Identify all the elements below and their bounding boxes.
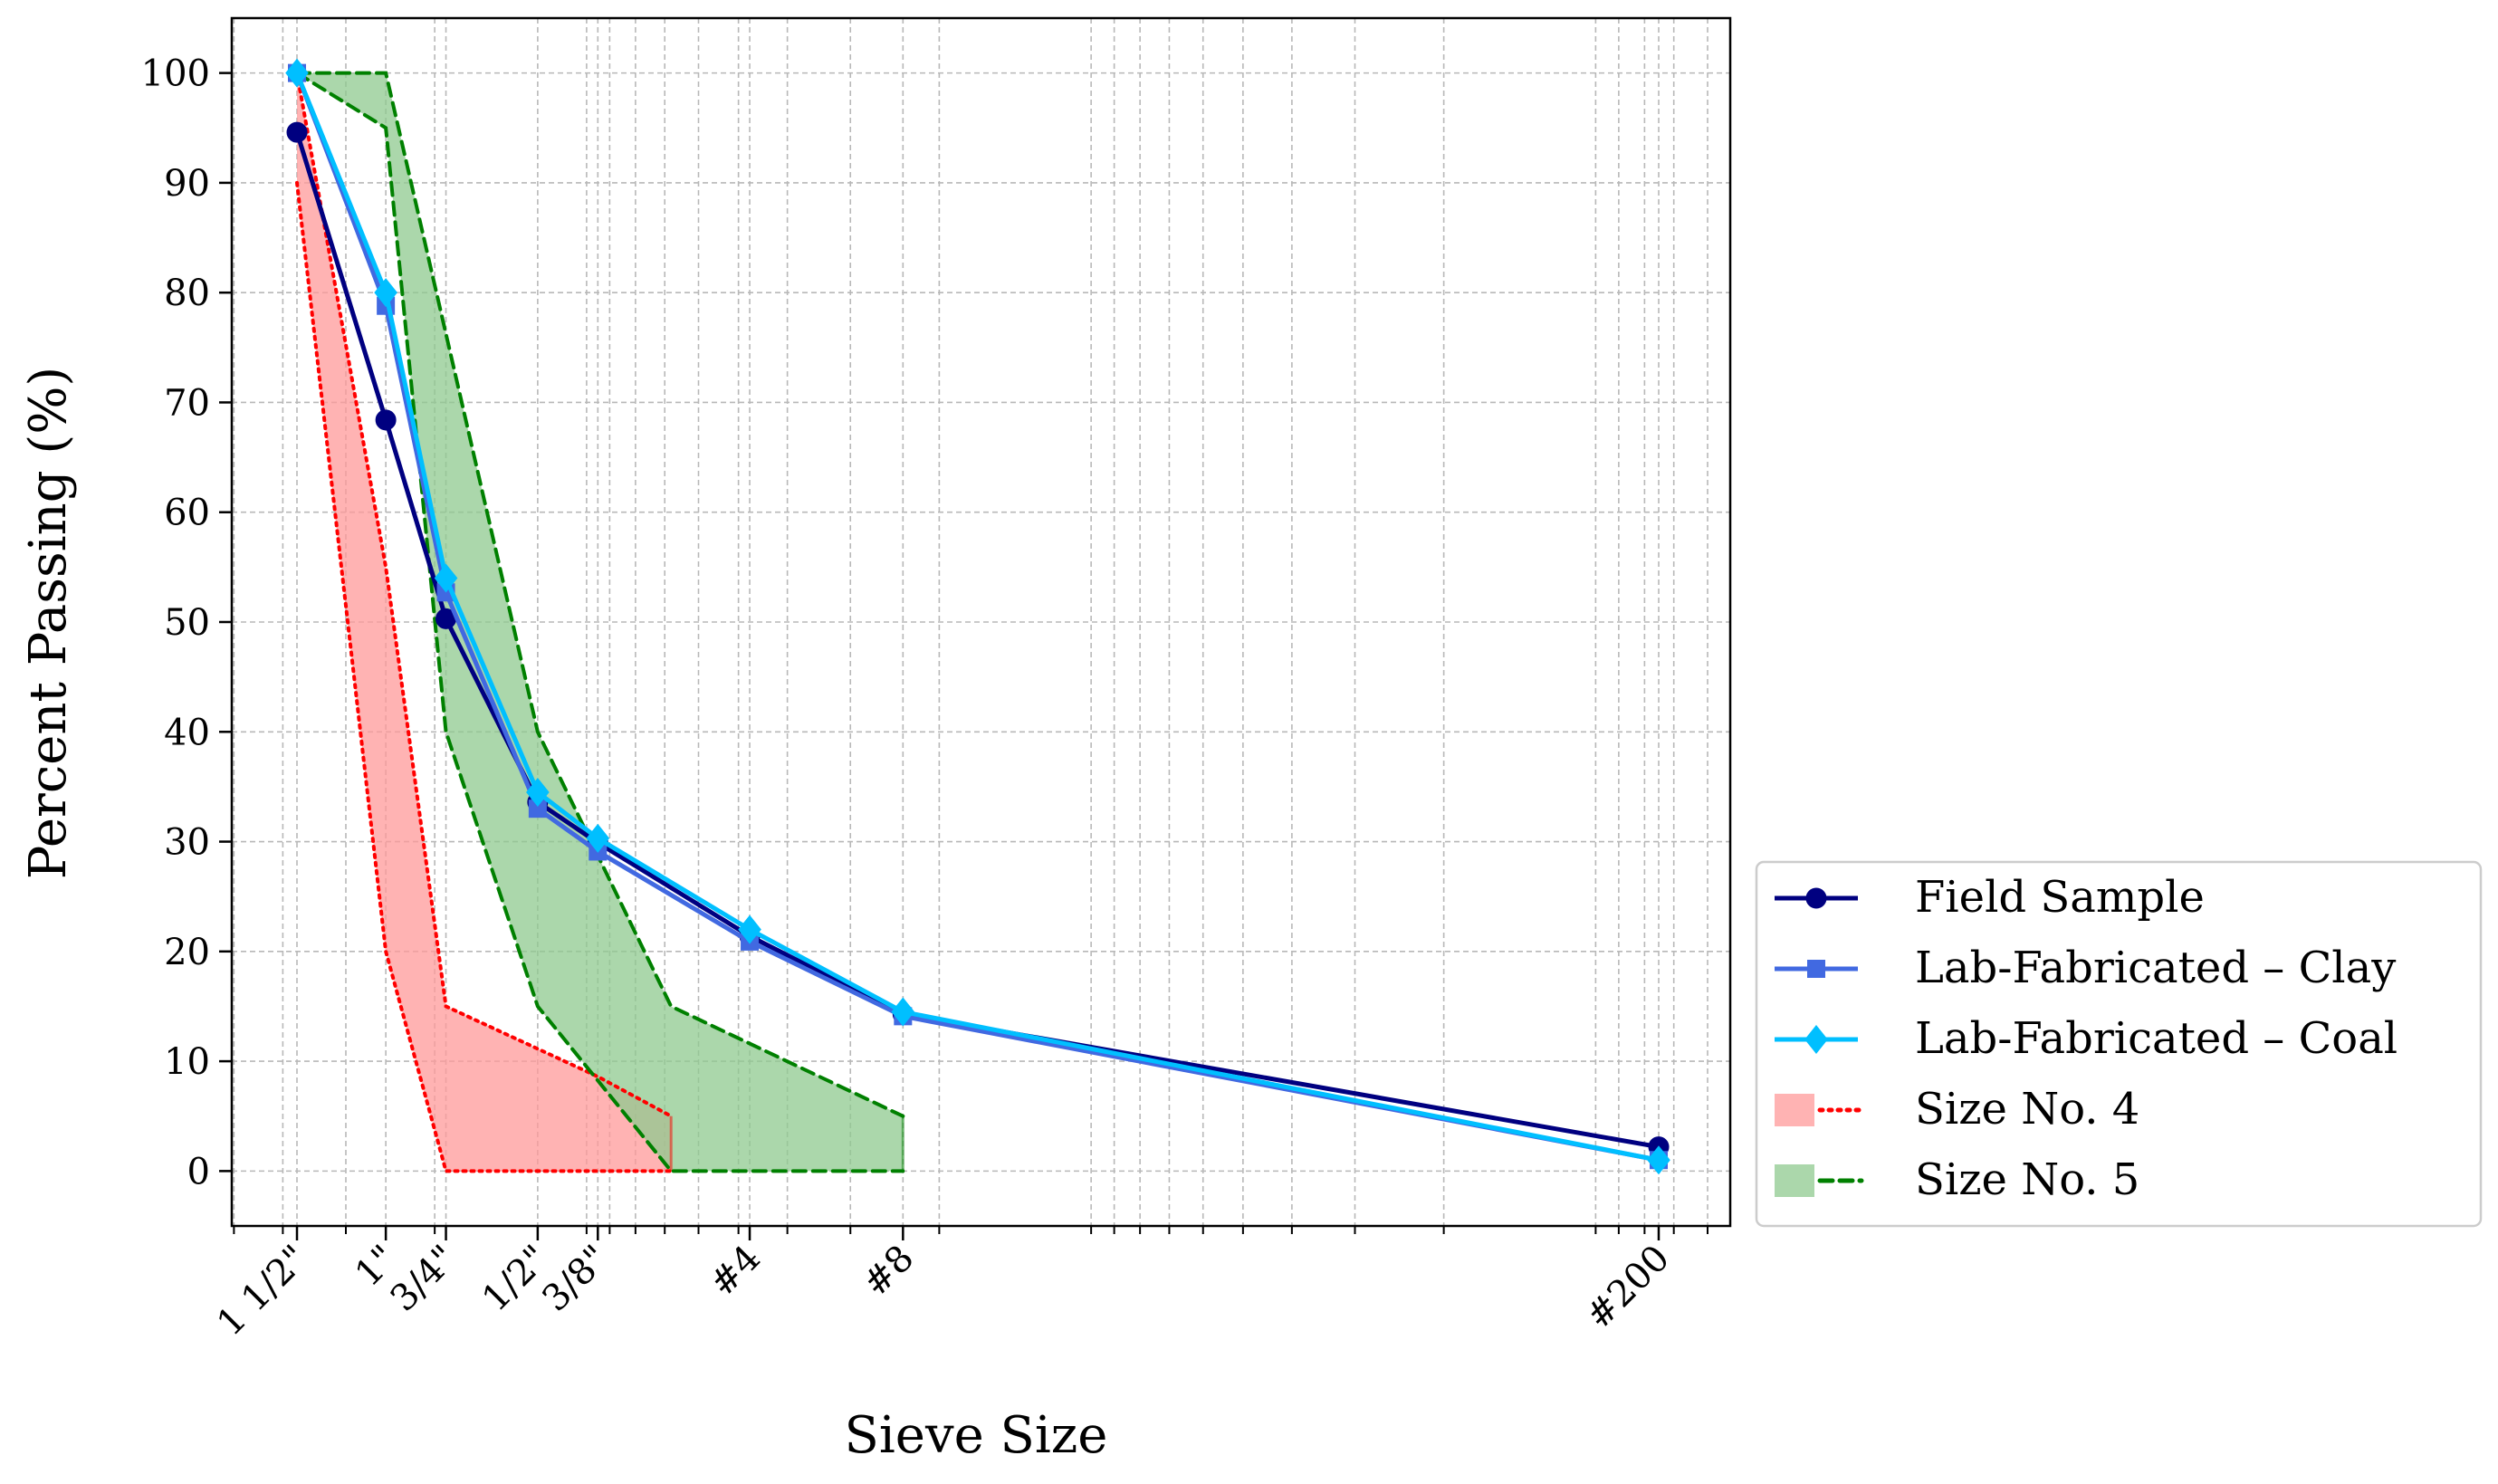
legend-entry: Size No. 4 [1775,1084,2139,1135]
y-tick-label: 40 [164,712,210,753]
legend-label: Lab-Fabricated – Coal [1915,1013,2398,1064]
y-tick-label: 50 [164,602,210,644]
y-tick-label: 70 [164,382,210,424]
series-lab-fabricated-coal [285,58,1670,1175]
series-line [294,72,1660,1163]
legend-label: Size No. 5 [1915,1154,2139,1205]
legend-entry: Lab-Fabricated – Clay [1775,943,2396,993]
data-point [528,799,547,819]
data-point [374,278,397,308]
legend-label: Field Sample [1915,872,2205,923]
y-tick-label: 80 [164,273,210,314]
data-point [526,777,550,807]
series-line [294,72,1660,1163]
y-tick-label: 30 [164,822,210,864]
data-point [434,563,458,593]
data-point [1804,1025,1828,1054]
legend-fill-swatch [1775,1164,1814,1197]
band-upper-limit [295,71,674,1118]
data-series [285,58,1670,1175]
data-point [285,58,309,88]
legend-entry: Lab-Fabricated – Coal [1775,1013,2398,1064]
data-point [1647,1145,1670,1175]
y-tick-label: 100 [141,53,210,95]
y-tick-label: 60 [164,493,210,534]
legend-label: Size No. 4 [1915,1084,2139,1135]
data-point [375,409,397,431]
data-point [286,121,308,143]
y-tick-label: 0 [187,1151,210,1192]
legend-box [1755,860,2483,1228]
series-line [294,131,1660,1150]
data-point [1807,960,1825,978]
y-axis: 0 10 20 30 40 50 60 70 80 90 100 [141,53,232,1192]
y-tick-label: 20 [164,932,210,973]
band-upper-limit [295,71,905,1118]
legend-entry: Size No. 5 [1775,1154,2139,1205]
x-axis-label: Sieve Size [845,1406,1108,1465]
data-point [891,997,915,1027]
legend-label: Lab-Fabricated – Clay [1915,943,2396,993]
y-axis-label: Percent Passing (%) [19,367,78,880]
data-point [738,914,761,944]
band-lower-limit [295,71,905,1173]
y-tick-label: 90 [164,163,210,205]
legend: Field Sample Lab-Fabricated – Clay Lab-Fab… [1755,860,2483,1228]
band-fill [297,72,672,1172]
gradation-bands [295,71,905,1173]
band-lower-limit [295,180,674,1173]
data-point [586,823,610,853]
y-tick-label: 10 [164,1041,210,1083]
legend-entry: Field Sample [1775,872,2205,923]
data-point [1805,887,1827,909]
legend-fill-swatch [1775,1094,1814,1126]
